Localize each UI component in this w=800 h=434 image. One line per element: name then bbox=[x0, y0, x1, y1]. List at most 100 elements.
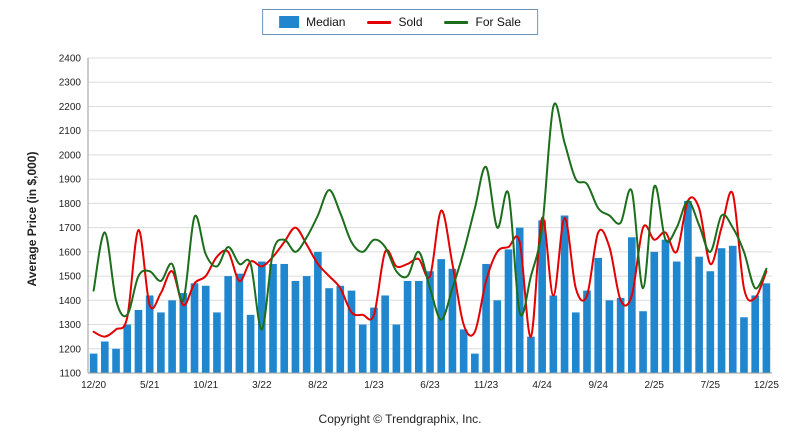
copyright-text: Copyright © Trendgraphix, Inc. bbox=[318, 412, 482, 426]
x-tick-label: 9/24 bbox=[588, 380, 608, 391]
median-bar bbox=[493, 300, 502, 373]
legend-item-median: Median bbox=[279, 15, 345, 29]
x-tick-label: 1/23 bbox=[364, 380, 384, 391]
median-bar bbox=[594, 257, 603, 373]
median-bar bbox=[302, 276, 311, 373]
median-bar bbox=[381, 295, 389, 373]
median-bar-swatch bbox=[279, 16, 300, 28]
legend-label-forsale: For Sale bbox=[475, 15, 521, 29]
x-tick-label: 7/25 bbox=[701, 380, 721, 391]
median-bar bbox=[257, 261, 266, 373]
legend: Median Sold For Sale bbox=[262, 9, 538, 35]
y-tick-label: 1300 bbox=[59, 320, 82, 331]
y-tick-label: 2300 bbox=[59, 78, 82, 89]
x-tick-label: 10/21 bbox=[193, 380, 218, 391]
x-tick-label: 12/20 bbox=[81, 380, 106, 391]
median-bar bbox=[605, 300, 614, 373]
x-tick-label: 12/25 bbox=[754, 380, 779, 391]
x-tick-label: 8/22 bbox=[308, 380, 328, 391]
median-bar bbox=[471, 353, 479, 373]
median-bar bbox=[549, 295, 558, 373]
median-bar bbox=[89, 353, 98, 373]
median-bar bbox=[684, 200, 692, 373]
legend-item-sold: Sold bbox=[367, 15, 423, 29]
median-bar bbox=[269, 263, 277, 373]
median-bar bbox=[370, 307, 378, 373]
median-bar bbox=[448, 268, 457, 373]
median-bar bbox=[123, 324, 132, 373]
median-bar bbox=[616, 297, 625, 373]
median-bar bbox=[392, 324, 401, 373]
forsale-line-swatch bbox=[444, 20, 469, 24]
median-bar bbox=[235, 273, 244, 373]
legend-label-sold: Sold bbox=[398, 15, 423, 29]
x-tick-labels: 12/20 5/21 10/21 3/22 8/22 1/23 6/23 11/23 4/24 9… bbox=[81, 380, 779, 391]
median-bar bbox=[751, 295, 759, 373]
x-tick-label: 6/23 bbox=[420, 380, 440, 391]
y-tick-label: 1400 bbox=[59, 296, 82, 307]
median-bar bbox=[325, 288, 333, 373]
y-tick-label: 1900 bbox=[59, 175, 82, 186]
median-bar bbox=[515, 227, 524, 373]
median-bar bbox=[560, 215, 569, 373]
plot-area: Average Price (in $,000) 1100 1200 1300 140… bbox=[0, 40, 800, 400]
y-tick-label: 2200 bbox=[59, 102, 82, 113]
median-bar bbox=[762, 283, 771, 373]
median-bar bbox=[246, 314, 255, 373]
median-bar bbox=[459, 329, 468, 373]
x-tick-label: 3/22 bbox=[252, 380, 272, 391]
legend-item-forsale: For Sale bbox=[444, 15, 521, 29]
median-bar bbox=[134, 310, 143, 373]
forsale-line bbox=[92, 102, 768, 331]
median-bar bbox=[437, 259, 446, 373]
median-bar bbox=[314, 251, 322, 373]
y-tick-label: 1100 bbox=[59, 369, 81, 380]
median-bar bbox=[224, 276, 232, 373]
median-bar bbox=[706, 271, 715, 373]
median-bar bbox=[740, 317, 748, 373]
median-bar bbox=[695, 256, 703, 373]
y-tick-label: 1700 bbox=[59, 223, 82, 234]
sold-line bbox=[92, 190, 768, 338]
median-bar bbox=[661, 239, 670, 373]
y-tick-label: 1600 bbox=[59, 247, 82, 258]
median-bar bbox=[583, 290, 591, 373]
median-bar bbox=[112, 348, 120, 373]
median-bar bbox=[358, 324, 367, 373]
median-bar bbox=[280, 263, 289, 373]
y-tick-label: 1200 bbox=[59, 344, 82, 355]
median-bar bbox=[190, 283, 199, 373]
y-axis-title: Average Price (in $,000) bbox=[25, 151, 39, 287]
median-bar bbox=[527, 336, 535, 373]
median-bars bbox=[89, 200, 771, 373]
y-tick-label: 2000 bbox=[59, 150, 82, 161]
median-bar bbox=[571, 312, 580, 373]
y-tick-label: 1800 bbox=[59, 199, 82, 210]
median-bar bbox=[628, 237, 636, 373]
median-bar bbox=[639, 311, 647, 373]
median-bar bbox=[414, 280, 423, 373]
sold-line-swatch bbox=[367, 20, 392, 24]
x-tick-label: 4/24 bbox=[532, 380, 552, 391]
median-bar bbox=[426, 271, 434, 373]
median-bar bbox=[201, 285, 210, 373]
median-bar bbox=[504, 249, 513, 373]
median-bar bbox=[157, 312, 165, 373]
median-bar bbox=[728, 245, 737, 373]
median-bar bbox=[650, 251, 659, 373]
y-tick-label: 2400 bbox=[59, 54, 82, 65]
median-bar bbox=[101, 341, 109, 373]
x-tick-label: 5/21 bbox=[140, 380, 160, 391]
x-tick-label: 11/23 bbox=[474, 380, 499, 391]
median-bar bbox=[179, 293, 188, 373]
y-tick-label: 2100 bbox=[59, 126, 82, 137]
median-bar bbox=[347, 290, 356, 373]
median-bar bbox=[538, 220, 546, 373]
legend-label-median: Median bbox=[306, 15, 346, 29]
median-bar bbox=[145, 295, 154, 373]
x-tick-label: 2/25 bbox=[645, 380, 665, 391]
median-bar bbox=[482, 263, 490, 373]
price-chart-svg: 1100 1200 1300 1400 1500 1600 1700 1800 1900 2000… bbox=[59, 54, 780, 392]
median-bar bbox=[291, 280, 300, 373]
